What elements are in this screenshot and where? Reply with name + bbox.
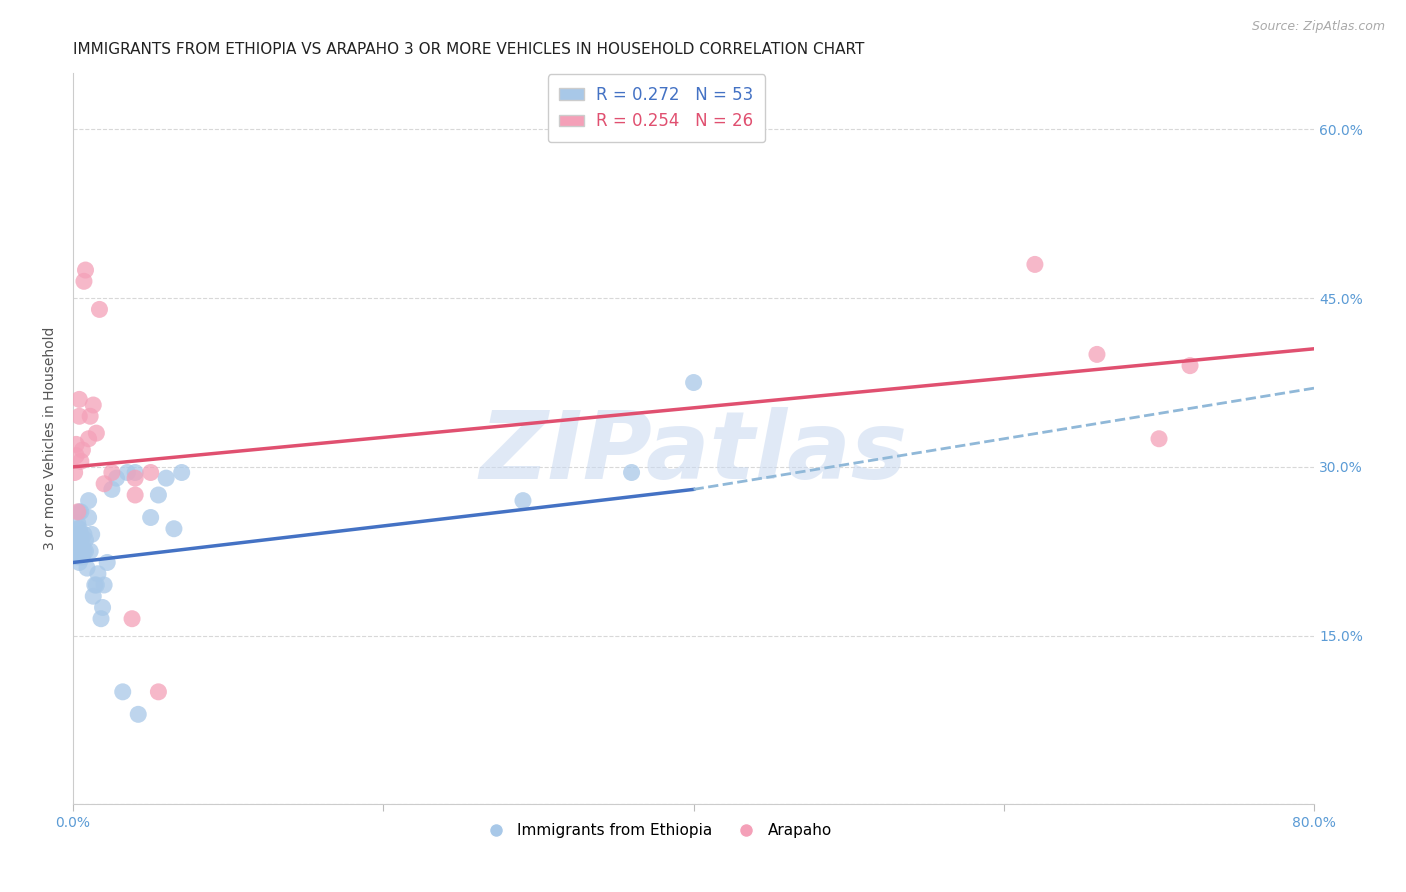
Point (70, 505, 93, 519)
Point (83, 578, 105, 592)
Point (170, 466, 193, 480)
Point (75, 533, 97, 547)
Point (512, 493, 534, 508)
Point (80, 527, 103, 541)
Point (127, 707, 149, 722)
Point (77, 510, 100, 524)
Point (66, 522, 89, 536)
Point (77, 493, 100, 508)
Point (93, 578, 115, 592)
Point (65, 544, 87, 558)
Point (70, 549, 93, 564)
Point (67, 556, 90, 570)
Point (73, 544, 96, 558)
Point (79, 409, 101, 424)
Point (66, 533, 89, 547)
Point (66, 505, 89, 519)
Point (87, 566, 110, 581)
Point (79, 544, 101, 558)
Point (67, 392, 90, 407)
Point (101, 483, 124, 497)
Point (70, 454, 93, 468)
Point (682, 376, 704, 390)
Text: IMMIGRANTS FROM ETHIOPIA VS ARAPAHO 3 OR MORE VEHICLES IN HOUSEHOLD CORRELATION : IMMIGRANTS FROM ETHIOPIA VS ARAPAHO 3 OR… (73, 42, 865, 57)
Point (121, 612, 143, 626)
Point (155, 471, 177, 485)
Point (75, 544, 97, 558)
Point (67, 505, 90, 519)
Point (73, 274, 96, 288)
Point (124, 466, 146, 480)
Point (90, 612, 112, 626)
Y-axis label: 3 or more Vehicles in Household: 3 or more Vehicles in Household (44, 327, 58, 550)
Point (124, 471, 146, 485)
Point (65, 539, 87, 553)
Legend: Immigrants from Ethiopia, Arapaho: Immigrants from Ethiopia, Arapaho (475, 817, 838, 844)
Point (139, 466, 162, 480)
Point (66, 549, 89, 564)
Point (148, 685, 170, 699)
Point (73, 527, 96, 541)
Point (67, 544, 90, 558)
Point (63, 544, 86, 558)
Point (117, 466, 139, 480)
Point (63, 533, 86, 547)
Point (1085, 347, 1108, 361)
Point (77, 432, 100, 446)
Point (70, 527, 93, 541)
Point (101, 466, 124, 480)
Point (65, 527, 87, 541)
Point (65, 449, 87, 463)
Point (1147, 432, 1170, 446)
Point (620, 466, 643, 480)
Point (139, 510, 162, 524)
Point (1178, 359, 1201, 373)
Point (1024, 257, 1046, 271)
Point (96, 556, 118, 570)
Text: ZIPatlas: ZIPatlas (479, 408, 908, 500)
Point (82, 398, 104, 412)
Point (91, 600, 114, 615)
Point (72, 549, 94, 564)
Point (93, 476, 115, 491)
Point (63, 539, 86, 553)
Point (105, 471, 128, 485)
Point (63, 466, 86, 480)
Point (124, 488, 146, 502)
Point (70, 539, 93, 553)
Point (67, 539, 90, 553)
Point (72, 442, 94, 457)
Point (111, 685, 134, 699)
Point (65, 437, 87, 451)
Point (75, 263, 97, 277)
Point (86, 426, 108, 441)
Point (67, 522, 90, 536)
Point (86, 578, 108, 592)
Point (82, 589, 104, 603)
Point (89, 302, 111, 317)
Point (67, 409, 90, 424)
Text: Source: ZipAtlas.com: Source: ZipAtlas.com (1251, 20, 1385, 33)
Point (163, 522, 186, 536)
Point (70, 533, 93, 547)
Point (66, 516, 89, 530)
Point (72, 539, 94, 553)
Point (148, 488, 170, 502)
Point (76, 561, 98, 575)
